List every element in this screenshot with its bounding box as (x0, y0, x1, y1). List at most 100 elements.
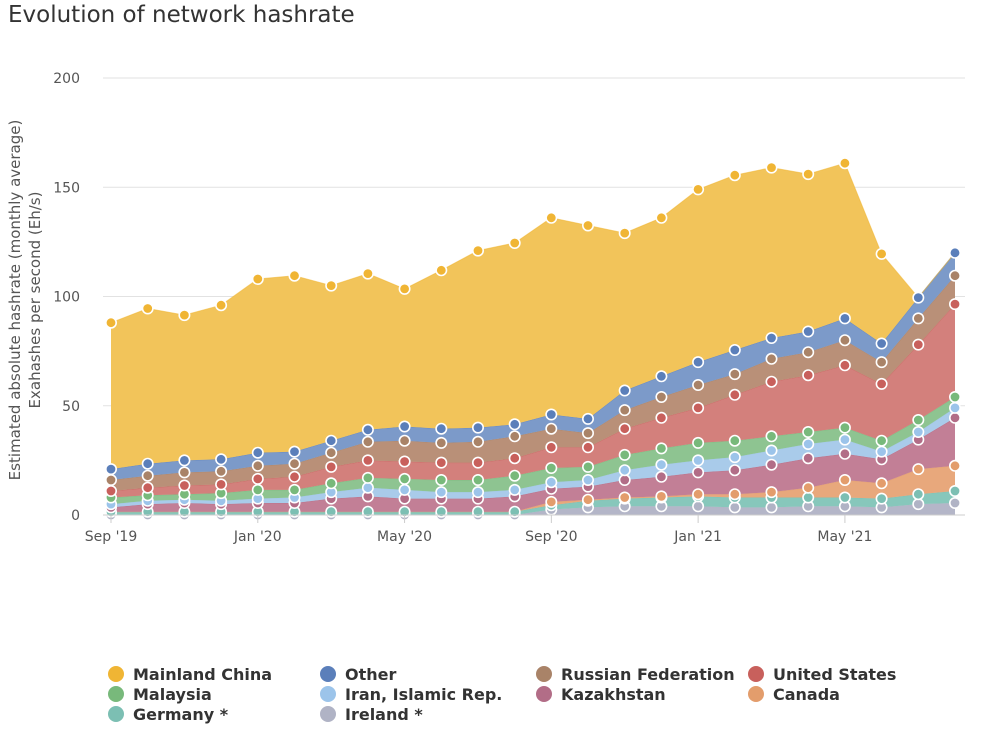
data-point[interactable] (728, 169, 741, 182)
data-point[interactable] (912, 498, 925, 511)
data-point[interactable] (948, 246, 961, 259)
data-point[interactable] (875, 492, 888, 505)
data-point[interactable] (581, 473, 594, 486)
data-point[interactable] (471, 244, 484, 257)
data-point[interactable] (838, 359, 851, 372)
data-point[interactable] (581, 441, 594, 454)
data-point[interactable] (361, 481, 374, 494)
data-point[interactable] (728, 501, 741, 514)
data-point[interactable] (692, 378, 705, 391)
data-point[interactable] (875, 356, 888, 369)
data-point[interactable] (655, 390, 668, 403)
data-point[interactable] (618, 404, 631, 417)
data-point[interactable] (655, 370, 668, 383)
data-point[interactable] (288, 483, 301, 496)
data-point[interactable] (435, 473, 448, 486)
data-point[interactable] (838, 473, 851, 486)
data-point[interactable] (215, 478, 228, 491)
data-point[interactable] (141, 469, 154, 482)
data-point[interactable] (471, 505, 484, 518)
data-point[interactable] (545, 422, 558, 435)
data-point[interactable] (802, 452, 815, 465)
data-point[interactable] (618, 491, 631, 504)
data-point[interactable] (288, 269, 301, 282)
data-point[interactable] (178, 466, 191, 479)
data-point[interactable] (508, 237, 521, 250)
data-point[interactable] (251, 472, 264, 485)
data-point[interactable] (251, 272, 264, 285)
data-point[interactable] (655, 490, 668, 503)
data-point[interactable] (838, 433, 851, 446)
data-point[interactable] (838, 491, 851, 504)
legend-item[interactable]: Russian Federation (536, 664, 735, 684)
legend-item[interactable]: Other (320, 664, 396, 684)
data-point[interactable] (545, 408, 558, 421)
data-point[interactable] (728, 464, 741, 477)
data-point[interactable] (141, 481, 154, 494)
data-point[interactable] (618, 227, 631, 240)
data-point[interactable] (948, 411, 961, 424)
data-point[interactable] (728, 434, 741, 447)
data-point[interactable] (435, 422, 448, 435)
data-point[interactable] (912, 291, 925, 304)
data-point[interactable] (581, 460, 594, 473)
data-point[interactable] (435, 505, 448, 518)
data-point[interactable] (545, 461, 558, 474)
legend-item[interactable]: Kazakhstan (536, 684, 666, 704)
data-point[interactable] (545, 441, 558, 454)
data-point[interactable] (361, 435, 374, 448)
data-point[interactable] (655, 442, 668, 455)
data-point[interactable] (875, 477, 888, 490)
data-point[interactable] (435, 456, 448, 469)
data-point[interactable] (948, 496, 961, 509)
data-point[interactable] (508, 418, 521, 431)
data-point[interactable] (802, 491, 815, 504)
data-point[interactable] (361, 454, 374, 467)
data-point[interactable] (508, 430, 521, 443)
data-point[interactable] (875, 247, 888, 260)
data-point[interactable] (105, 473, 118, 486)
data-point[interactable] (325, 434, 338, 447)
data-point[interactable] (765, 458, 778, 471)
data-point[interactable] (178, 479, 191, 492)
data-point[interactable] (692, 356, 705, 369)
data-point[interactable] (361, 423, 374, 436)
data-point[interactable] (692, 183, 705, 196)
data-point[interactable] (802, 437, 815, 450)
data-point[interactable] (508, 505, 521, 518)
data-point[interactable] (288, 470, 301, 483)
data-point[interactable] (398, 483, 411, 496)
data-point[interactable] (471, 421, 484, 434)
data-point[interactable] (655, 211, 668, 224)
data-point[interactable] (251, 483, 264, 496)
data-point[interactable] (728, 343, 741, 356)
data-point[interactable] (325, 477, 338, 490)
data-point[interactable] (948, 484, 961, 497)
data-point[interactable] (765, 375, 778, 388)
legend-item[interactable]: Malaysia (108, 684, 212, 704)
legend-item[interactable]: Iran, Islamic Rep. (320, 684, 502, 704)
data-point[interactable] (435, 264, 448, 277)
data-point[interactable] (325, 460, 338, 473)
data-point[interactable] (508, 469, 521, 482)
data-point[interactable] (581, 493, 594, 506)
data-point[interactable] (545, 495, 558, 508)
data-point[interactable] (435, 436, 448, 449)
data-point[interactable] (471, 473, 484, 486)
data-point[interactable] (765, 352, 778, 365)
data-point[interactable] (838, 447, 851, 460)
data-point[interactable] (948, 298, 961, 311)
data-point[interactable] (471, 435, 484, 448)
data-point[interactable] (398, 472, 411, 485)
data-point[interactable] (618, 473, 631, 486)
data-point[interactable] (912, 425, 925, 438)
data-point[interactable] (765, 486, 778, 499)
data-point[interactable] (325, 505, 338, 518)
data-point[interactable] (728, 488, 741, 501)
data-point[interactable] (141, 302, 154, 315)
data-point[interactable] (508, 483, 521, 496)
data-point[interactable] (728, 451, 741, 464)
data-point[interactable] (398, 420, 411, 433)
data-point[interactable] (251, 446, 264, 459)
legend-item[interactable]: Germany * (108, 704, 228, 724)
